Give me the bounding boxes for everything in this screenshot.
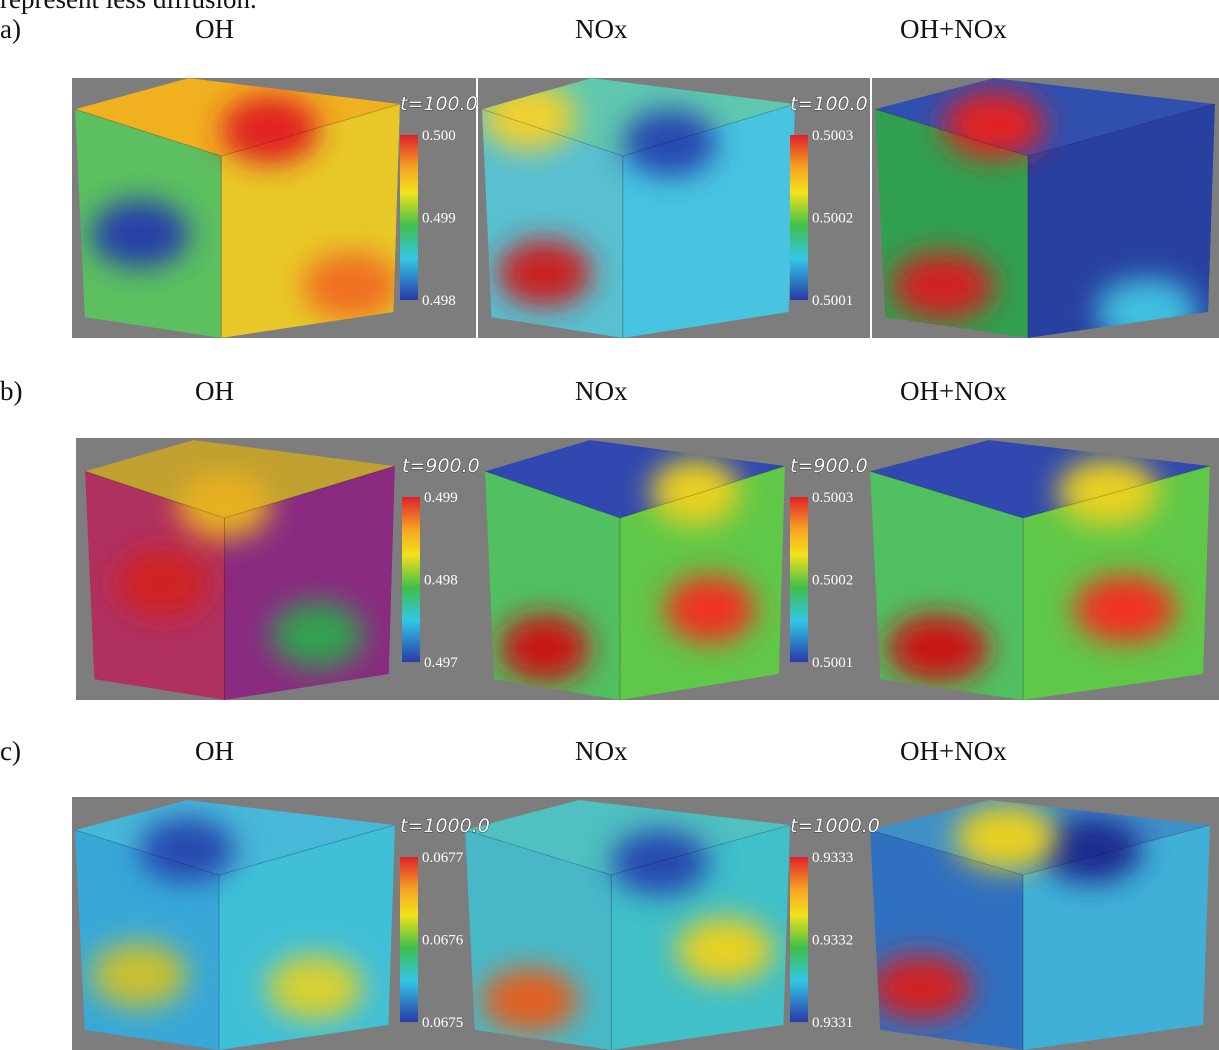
time-label: t=900.0 — [790, 455, 868, 477]
cube-blob — [650, 458, 740, 526]
cube — [870, 440, 1210, 700]
cube-blob — [481, 968, 579, 1033]
column-heading: OH+NOx — [900, 14, 1007, 44]
colorbar-tick-label: 0.499 — [422, 211, 456, 227]
cube-blob — [887, 614, 989, 682]
colorbar — [790, 497, 808, 662]
cube-blob — [1074, 575, 1176, 643]
colorbar — [402, 497, 420, 662]
row-label: a) — [0, 14, 21, 44]
cube-blob — [943, 91, 1045, 159]
colorbar-tick-label: 0.499 — [424, 490, 458, 506]
column-heading: NOx — [575, 376, 628, 406]
colorbar-tick-label: 0.500 — [422, 128, 456, 144]
time-label: t=100.0 — [400, 93, 478, 115]
colorbar — [400, 135, 418, 300]
cube — [465, 800, 790, 1050]
colorbar-tick-label: 0.498 — [422, 293, 456, 309]
time-label: t=900.0 — [402, 455, 480, 477]
cube-blob — [267, 955, 363, 1020]
cube-blob — [1057, 458, 1159, 526]
colorbar-tick-label: 0.5002 — [812, 573, 853, 589]
cube-blob — [623, 109, 717, 177]
cube-blob — [139, 818, 235, 883]
cube-blob — [91, 200, 189, 268]
cube — [482, 78, 795, 338]
colorbar-tick-label: 0.5002 — [812, 211, 853, 227]
cube-blob — [303, 252, 401, 320]
row-label: b) — [0, 376, 23, 406]
cube-blob — [91, 943, 187, 1008]
time-label: t=1000.0 — [400, 815, 490, 837]
cube-blob — [1040, 818, 1142, 883]
column-heading: OH+NOx — [900, 376, 1007, 406]
cube-blob — [665, 575, 755, 643]
cube-blob — [676, 918, 774, 983]
colorbar-tick-label: 0.9331 — [812, 1015, 853, 1031]
colorbar-tick-label: 0.9333 — [812, 850, 853, 866]
colorbar-tick-label: 0.5003 — [812, 128, 853, 144]
caption-fragment: represent less diffusion. — [0, 0, 257, 14]
cube — [75, 78, 400, 338]
row-label: c) — [0, 736, 21, 766]
cube-blob — [498, 239, 592, 307]
colorbar-tick-label: 0.9332 — [812, 933, 853, 949]
cube — [875, 78, 1215, 346]
cube-blob — [500, 614, 590, 682]
colorbar-tick-label: 0.0677 — [422, 850, 464, 866]
time-label: t=100.0 — [790, 93, 868, 115]
column-heading: OH — [195, 376, 234, 406]
colorbar-tick-label: 0.0675 — [422, 1015, 463, 1031]
colorbar-tick-label: 0.5001 — [812, 655, 853, 671]
cube-blob — [116, 549, 209, 617]
column-heading: OH+NOx — [900, 736, 1007, 766]
colorbar-tick-label: 0.5003 — [812, 490, 853, 506]
cube-blob — [611, 830, 709, 895]
cube-blob — [892, 252, 994, 320]
colorbar — [790, 857, 808, 1022]
colorbar — [400, 857, 418, 1022]
colorbar-tick-label: 0.497 — [424, 655, 458, 671]
cube-blob — [870, 955, 972, 1020]
cube-blob — [271, 601, 364, 669]
time-label: t=1000.0 — [790, 815, 880, 837]
colorbar-tick-label: 0.498 — [424, 573, 458, 589]
cube — [85, 440, 395, 700]
column-heading: NOx — [575, 736, 628, 766]
cube — [75, 800, 395, 1050]
colorbar — [790, 135, 808, 300]
colorbar-tick-label: 0.0676 — [422, 933, 464, 949]
column-heading: NOx — [575, 14, 628, 44]
cube — [870, 800, 1210, 1050]
cube — [485, 440, 785, 700]
cube-blob — [955, 805, 1057, 870]
figure: represent less diffusion. a) OH NOx OH+NOx t… — [0, 0, 1219, 1050]
colorbar-tick-label: 0.5001 — [812, 293, 853, 309]
column-heading: OH — [195, 14, 234, 44]
cube-blob — [221, 96, 319, 164]
column-heading: OH — [195, 736, 234, 766]
